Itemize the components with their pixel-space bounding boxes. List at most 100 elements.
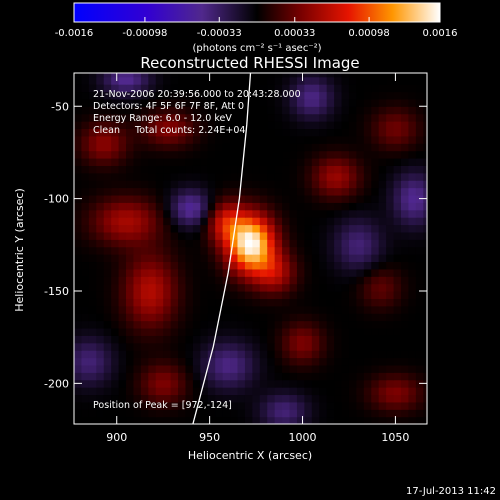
heatmap-cell	[393, 194, 402, 203]
heatmap-cell	[393, 254, 402, 263]
heatmap-cell	[170, 231, 179, 240]
heatmap-cell	[140, 290, 149, 299]
heatmap-cell	[200, 268, 209, 277]
heatmap-cell	[222, 91, 231, 100]
heatmap-cell	[185, 372, 194, 381]
heatmap-cell	[148, 231, 157, 240]
heatmap-cell	[363, 283, 372, 292]
heatmap-cell	[400, 276, 410, 285]
heatmap-cell	[282, 121, 291, 130]
heatmap-cell	[378, 401, 387, 410]
heatmap-cell	[74, 276, 83, 285]
heatmap-cell	[334, 276, 343, 285]
heatmap-cell	[230, 290, 239, 299]
heatmap-cell	[311, 246, 320, 255]
heatmap-cell	[415, 202, 424, 211]
heatmap-cell	[415, 84, 424, 93]
heatmap-cell	[408, 239, 417, 248]
heatmap-cell	[140, 165, 149, 174]
heatmap-cell	[341, 350, 350, 359]
heatmap-cell	[378, 409, 387, 418]
heatmap-cell	[118, 143, 127, 152]
heatmap-cell	[88, 143, 97, 152]
heatmap-cell	[163, 172, 172, 181]
heatmap-cell	[244, 143, 253, 152]
heatmap-cell	[133, 231, 142, 240]
heatmap-cell	[140, 357, 149, 366]
heatmap-cell	[88, 121, 97, 130]
heatmap-cell	[103, 121, 112, 130]
heatmap-cell	[96, 401, 105, 410]
heatmap-cell	[192, 91, 201, 100]
heatmap-cell	[408, 327, 417, 336]
heatmap-cell	[148, 357, 157, 366]
heatmap-cell	[148, 165, 157, 174]
heatmap-cell	[148, 128, 157, 137]
heatmap-cell	[348, 157, 357, 166]
heatmap-cell	[222, 209, 231, 218]
heatmap-cell	[230, 135, 239, 144]
heatmap-cell	[118, 73, 127, 78]
heatmap-cell	[363, 254, 372, 263]
heatmap-cell	[96, 327, 105, 336]
annotation-time-range: 21-Nov-2006 20:39:56.000 to 20:43:28.000	[93, 89, 301, 100]
heatmap-cell	[259, 150, 268, 159]
heatmap-cell	[386, 387, 395, 396]
heatmap-cell	[386, 84, 395, 93]
heatmap-cell	[415, 239, 424, 248]
heatmap-cell	[103, 313, 112, 322]
heatmap-cell	[140, 84, 149, 93]
heatmap-cell	[244, 327, 253, 336]
heatmap-cell	[207, 387, 216, 396]
heatmap-cell	[341, 73, 350, 78]
y-tick-label: -100	[44, 193, 69, 206]
heatmap-cell	[230, 335, 239, 344]
heatmap-cell	[200, 261, 209, 270]
heatmap-cell	[363, 239, 372, 248]
heatmap-cell	[185, 276, 194, 285]
heatmap-cell	[207, 180, 216, 189]
heatmap-cell	[222, 350, 231, 359]
heatmap-cell	[133, 157, 142, 166]
heatmap-cell	[88, 276, 97, 285]
heatmap-cell	[126, 76, 135, 85]
heatmap-cell	[282, 172, 291, 181]
heatmap-cell	[140, 150, 149, 159]
heatmap-cell	[289, 84, 298, 93]
heatmap-cell	[81, 320, 90, 329]
heatmap-cell	[415, 231, 424, 240]
heatmap-cell	[252, 209, 261, 218]
heatmap-cell	[289, 128, 298, 137]
heatmap-cell	[371, 283, 380, 292]
heatmap-cell	[185, 350, 194, 359]
heatmap-cell	[296, 313, 305, 322]
heatmap-cell	[348, 187, 357, 196]
heatmap-cell	[393, 401, 402, 410]
heatmap-cell	[415, 165, 424, 174]
heatmap-cell	[319, 409, 328, 418]
heatmap-cell	[103, 76, 112, 85]
heatmap-cell	[192, 217, 201, 226]
heatmap-cell	[393, 327, 402, 336]
heatmap-cell	[252, 290, 261, 299]
heatmap-cell	[81, 372, 90, 381]
heatmap-cell	[274, 202, 283, 211]
heatmap-cell	[155, 335, 164, 344]
heatmap-cell	[326, 106, 335, 115]
heatmap-cell	[363, 276, 372, 285]
heatmap-cell	[222, 231, 231, 240]
heatmap-cell	[126, 121, 135, 130]
heatmap-cell	[356, 350, 365, 359]
heatmap-cell	[259, 364, 268, 373]
heatmap-cell	[185, 313, 194, 322]
heatmap-cell	[170, 180, 179, 189]
heatmap-cell	[334, 254, 343, 263]
heatmap-cell	[88, 209, 97, 218]
heatmap-cell	[267, 342, 276, 351]
heatmap-cell	[155, 261, 164, 270]
heatmap-cell	[326, 217, 335, 226]
heatmap-cell	[244, 305, 253, 314]
heatmap-cell	[126, 187, 135, 196]
heatmap-cell	[304, 187, 313, 196]
heatmap-cell	[244, 157, 253, 166]
